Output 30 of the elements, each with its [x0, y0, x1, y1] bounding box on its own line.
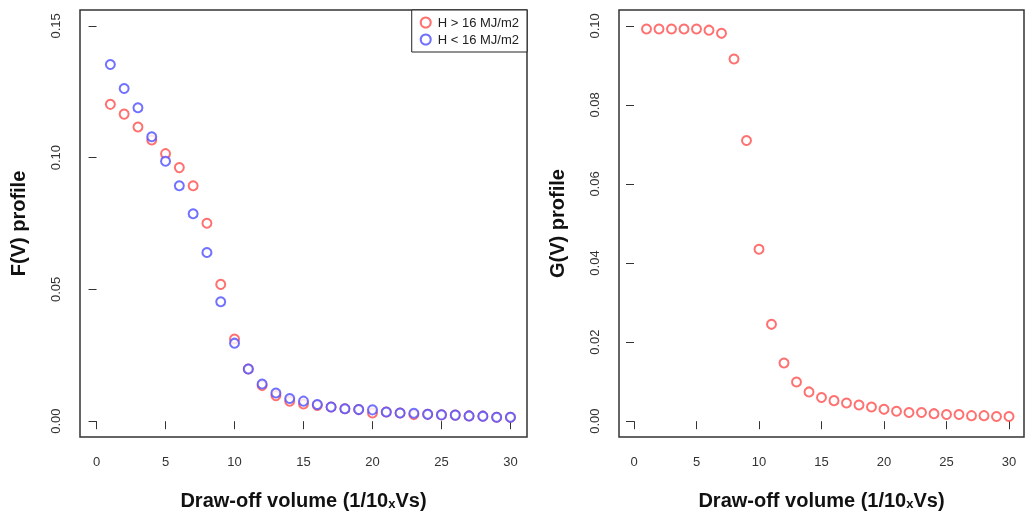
- x-tick-label: 20: [365, 454, 380, 469]
- x-tick-label: 15: [296, 454, 311, 469]
- y-tick-label: 0.06: [587, 171, 602, 197]
- x-tick-label: 25: [434, 454, 449, 469]
- y-axis-title: G(V) profile: [546, 169, 568, 278]
- legend-label: H < 16 MJ/m2: [437, 32, 520, 47]
- x-tick-label: 15: [814, 454, 829, 469]
- legend-label: H > 16 MJ/m2: [437, 15, 520, 30]
- y-tick-label: 0.10: [48, 144, 63, 171]
- x-tick-label: 30: [503, 454, 518, 469]
- y-tick-label: 0.02: [587, 329, 602, 355]
- y-tick-label: 0.04: [587, 250, 602, 276]
- y-tick-label: 0.00: [48, 408, 63, 434]
- y-axis-title: F(V) profile: [7, 170, 29, 277]
- y-tick-label: 0.08: [587, 92, 602, 118]
- x-tick-label: 5: [692, 454, 701, 469]
- x-tick-label: 5: [161, 454, 170, 469]
- x-tick-label: 10: [751, 454, 767, 469]
- x-tick-label: 30: [1001, 454, 1017, 469]
- x-axis-title: Draw-off volume (1/10xVs): [180, 488, 427, 511]
- x-tick-label: 0: [92, 454, 101, 469]
- x-tick-label: 20: [876, 454, 892, 469]
- y-tick-label: 0.00: [587, 408, 602, 434]
- x-tick-label: 0: [630, 454, 638, 469]
- x-axis-title: Draw-off volume (1/10xVs): [698, 488, 945, 511]
- x-tick-label: 25: [939, 454, 954, 469]
- y-tick-label: 0.05: [48, 276, 63, 303]
- y-tick-label: 0.15: [48, 13, 63, 39]
- y-tick-label: 0.10: [587, 13, 602, 39]
- x-tick-label: 10: [227, 454, 242, 469]
